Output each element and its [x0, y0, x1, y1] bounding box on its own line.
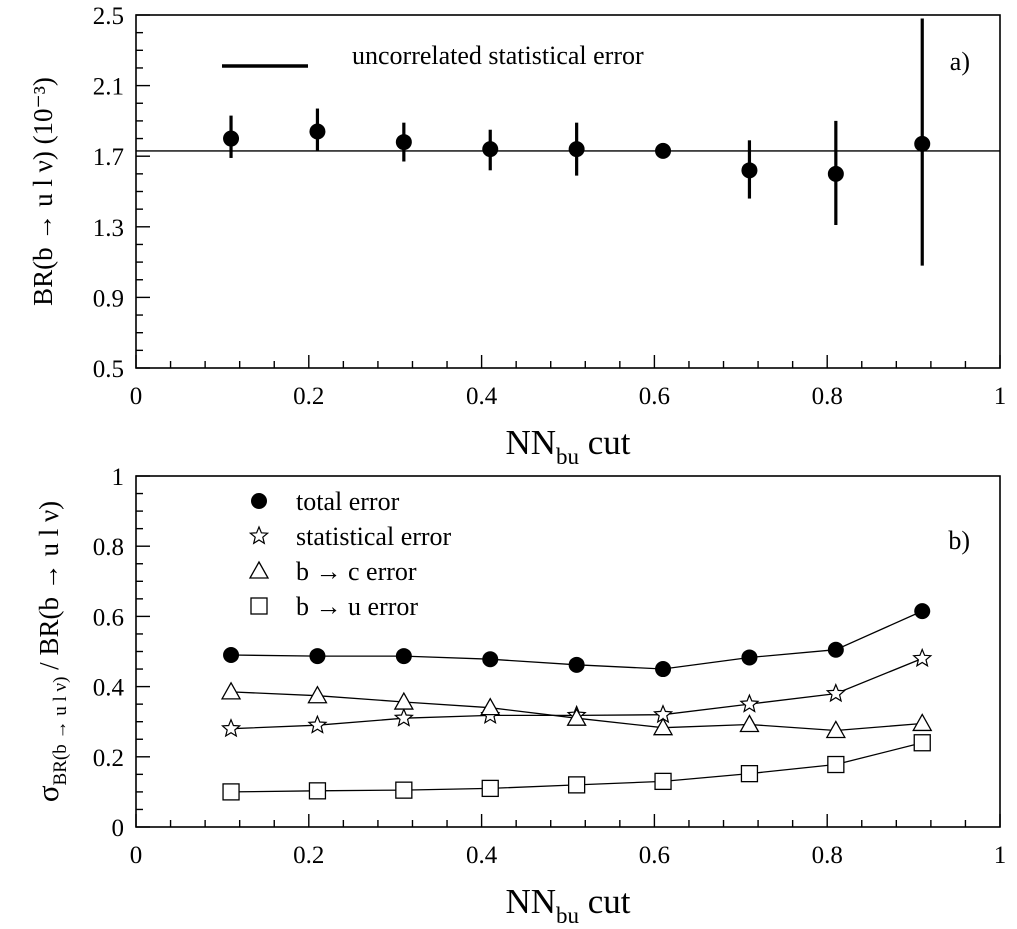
- a-y-tick-label: 2.1: [93, 74, 124, 101]
- a-y-tick-label: 1.7: [93, 144, 124, 171]
- b-data-point: [307, 714, 328, 734]
- a-x-tick-label: 0.4: [466, 383, 498, 410]
- b-data-point: [827, 641, 844, 658]
- b-data-point: [913, 734, 931, 752]
- b-data-point: [825, 720, 846, 739]
- b-legend-label: b → c error: [296, 557, 417, 586]
- b-data-point: [566, 707, 587, 726]
- a-data-point: [827, 165, 844, 182]
- a-panel-label: a): [950, 47, 970, 76]
- b-legend-marker: [248, 560, 270, 579]
- b-x-tick-label: 0.8: [812, 842, 843, 869]
- a-x-tick-label: 1: [994, 383, 1007, 410]
- b-data-point: [482, 651, 499, 668]
- b-x-tick-label: 0.2: [293, 842, 324, 869]
- b-y-axis-title: σBR(b → u l ν) / BR(b → u l ν): [30, 501, 71, 802]
- a-data-point: [914, 135, 931, 152]
- a-data-point: [223, 130, 240, 147]
- b-data-point: [395, 781, 413, 799]
- b-data-point: [221, 718, 242, 738]
- a-data-point: [655, 142, 672, 159]
- b-legend-marker: [251, 493, 267, 509]
- b-x-tick-label: 1: [994, 842, 1007, 869]
- b-legend-label: statistical error: [296, 522, 452, 551]
- b-data-point: [825, 683, 846, 703]
- b-y-tick-label: 0.4: [93, 675, 125, 702]
- b-panel-label: b): [948, 526, 970, 555]
- a-data-point: [568, 141, 585, 158]
- b-data-point: [480, 697, 501, 716]
- panel-a: 0 0.2 0.4 0.6 0.8 1 0.5 0.9 1.3 1.7 2.1 2.5 NNbu cut…: [28, 3, 1006, 469]
- a-legend-label: uncorrelated statistical error: [352, 41, 644, 70]
- b-data-point: [654, 772, 672, 791]
- a-y-tick-label: 0.9: [93, 285, 124, 312]
- b-data-point: [222, 783, 240, 801]
- b-data-point: [652, 717, 674, 736]
- a-data-point: [309, 123, 326, 140]
- b-data-point: [223, 647, 240, 664]
- b-y-tick-label: 0.6: [93, 604, 124, 631]
- b-data-point: [309, 648, 326, 665]
- b-legend-label: b → u error: [296, 592, 418, 621]
- a-y-tick-label: 1.3: [93, 215, 124, 242]
- b-plot-frame: [135, 475, 1001, 828]
- b-legend-label: total error: [296, 487, 400, 516]
- a-data-point: [395, 134, 412, 151]
- a-data-point: [741, 162, 758, 179]
- b-y-tick-label: 1: [112, 464, 125, 491]
- b-data-point: [567, 776, 586, 794]
- b-data-point: [655, 661, 672, 678]
- a-x-tick-label: 0.6: [639, 383, 670, 410]
- b-data-point: [393, 691, 414, 710]
- b-data-point: [740, 764, 759, 783]
- b-y-tick-label: 0.8: [93, 534, 124, 561]
- b-data-point: [741, 649, 758, 666]
- a-y-axis-title: BR(b → u l ν) (10⁻³): [28, 77, 58, 306]
- b-x-tick-label: 0.6: [639, 842, 670, 869]
- b-data-point: [481, 779, 499, 798]
- a-x-tick-label: 0.8: [812, 383, 843, 410]
- b-data-point: [914, 603, 931, 620]
- b-data-point: [395, 648, 412, 665]
- b-legend-marker: [248, 525, 270, 545]
- b-y-tick-label: 0.2: [93, 745, 124, 772]
- a-x-tick-label: 0.2: [293, 383, 324, 410]
- b-data-point: [307, 685, 328, 704]
- b-data-point: [912, 713, 933, 732]
- b-x-tick-label: 0.4: [466, 842, 498, 869]
- a-x-axis-title: NNbu cut: [505, 423, 630, 469]
- b-x-axis-title: NNbu cut: [505, 882, 630, 928]
- b-data-point: [568, 656, 585, 673]
- a-y-tick-label: 0.5: [93, 356, 124, 383]
- b-data-point: [308, 782, 327, 800]
- b-legend-marker: [250, 597, 268, 615]
- b-data-point: [739, 714, 760, 733]
- b-data-point: [827, 755, 845, 774]
- b-x-tick-label: 0: [130, 842, 143, 869]
- b-data-point: [912, 647, 933, 668]
- a-x-tick-label: 0: [130, 383, 143, 410]
- a-y-tick-label: 2.5: [93, 3, 124, 30]
- b-data-point: [220, 681, 242, 700]
- a-data-point: [482, 141, 499, 158]
- panel-b: 0 0.2 0.4 0.6 0.8 1 0 0.2 0.4 0.6 0.8 1 NNbu cut b) σB…: [30, 464, 1006, 928]
- b-data-point: [393, 707, 414, 727]
- b-data-point: [739, 693, 760, 713]
- b-y-tick-label: 0: [112, 815, 125, 842]
